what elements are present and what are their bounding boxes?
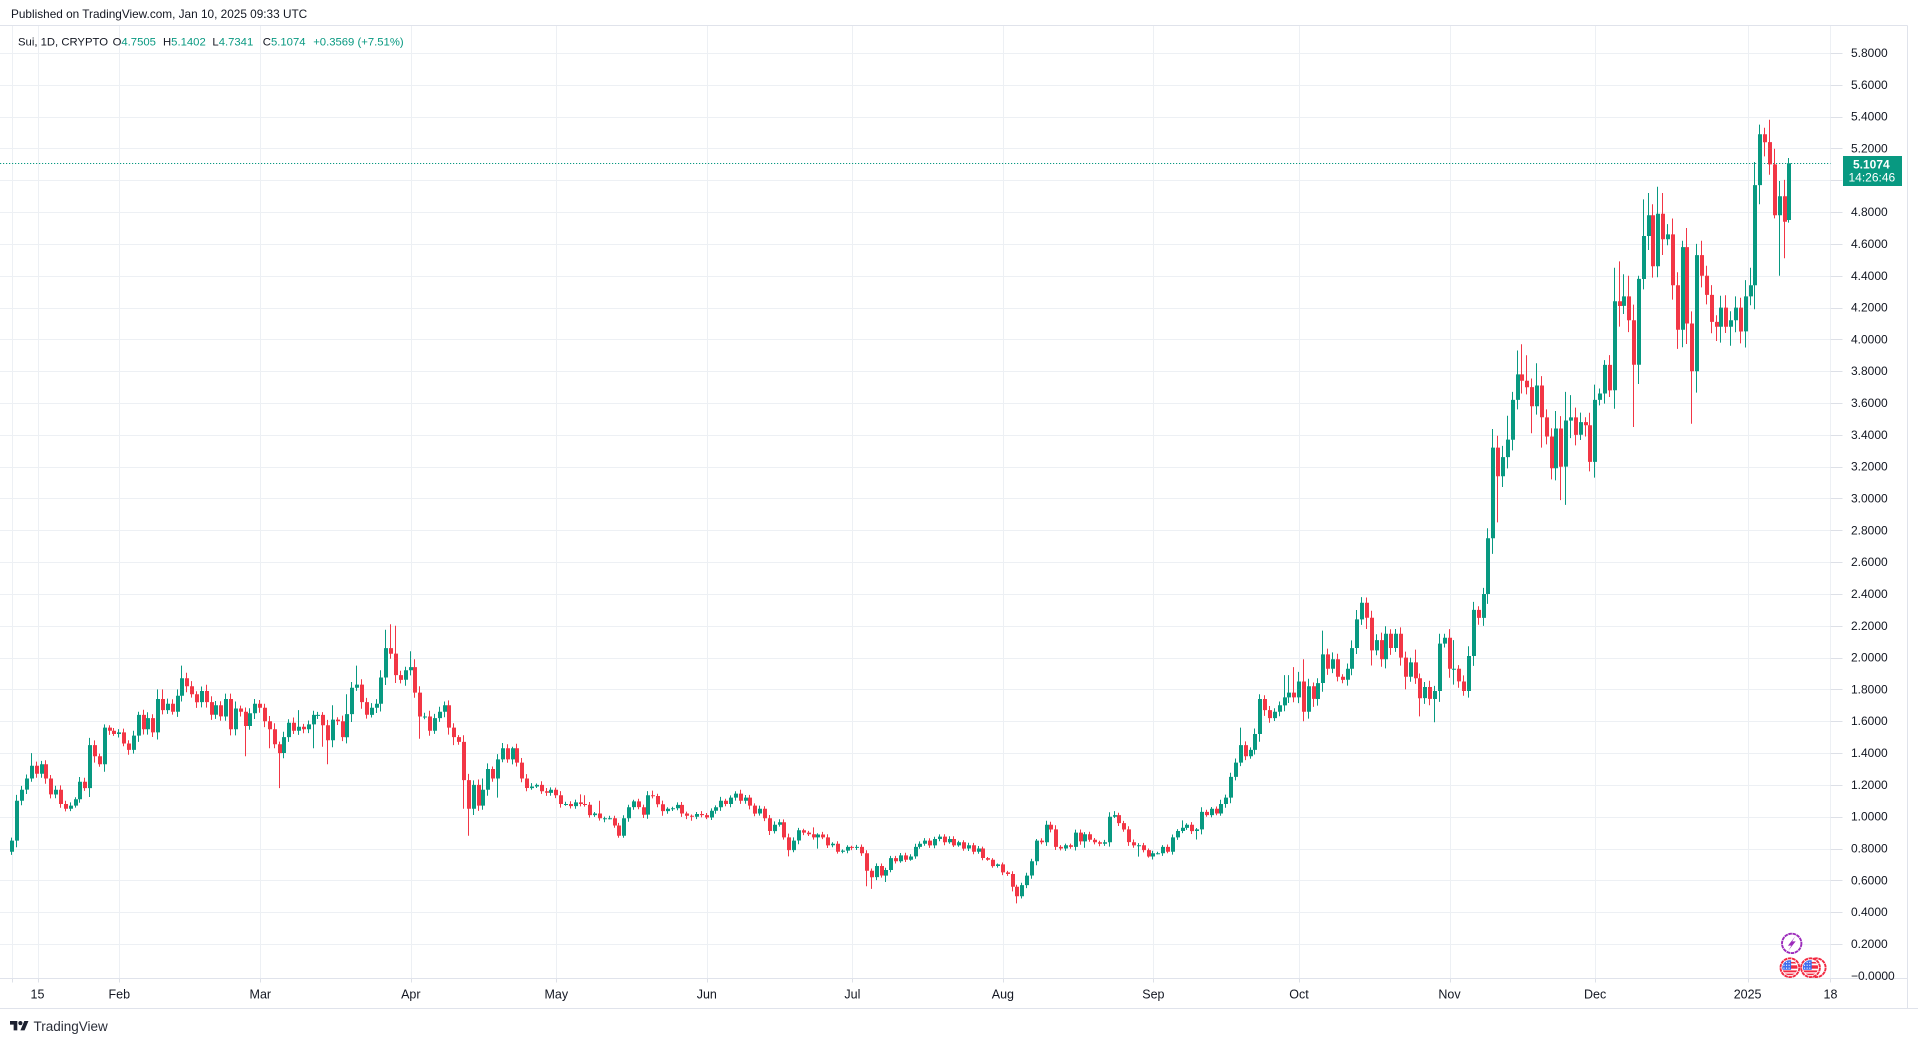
svg-text:1.8000: 1.8000: [1851, 682, 1888, 696]
svg-text:2.6000: 2.6000: [1851, 555, 1888, 569]
svg-text:Feb: Feb: [109, 988, 131, 1002]
svg-text:Apr: Apr: [401, 988, 420, 1002]
svg-text:Dec: Dec: [1584, 988, 1606, 1002]
svg-text:2.8000: 2.8000: [1851, 523, 1888, 537]
svg-text:May: May: [544, 988, 568, 1002]
svg-text:18: 18: [1824, 988, 1838, 1002]
svg-text:3.8000: 3.8000: [1851, 364, 1888, 378]
svg-text:1.4000: 1.4000: [1851, 746, 1888, 760]
svg-text:5.8000: 5.8000: [1851, 46, 1888, 60]
svg-text:15: 15: [31, 988, 45, 1002]
svg-text:2.2000: 2.2000: [1851, 619, 1888, 633]
svg-text:4.8000: 4.8000: [1851, 205, 1888, 219]
svg-text:1.6000: 1.6000: [1851, 714, 1888, 728]
svg-text:4.0000: 4.0000: [1851, 332, 1888, 346]
svg-text:5.2000: 5.2000: [1851, 142, 1888, 156]
svg-text:5.4000: 5.4000: [1851, 110, 1888, 124]
svg-text:Mar: Mar: [250, 988, 272, 1002]
svg-text:Jun: Jun: [697, 988, 717, 1002]
svg-text:2025: 2025: [1734, 988, 1762, 1002]
svg-text:3.4000: 3.4000: [1851, 428, 1888, 442]
svg-text:Aug: Aug: [992, 988, 1014, 1002]
svg-text:3.6000: 3.6000: [1851, 396, 1888, 410]
svg-text:Oct: Oct: [1289, 988, 1309, 1002]
svg-text:TradingView: TradingView: [34, 1019, 109, 1034]
svg-text:0.4000: 0.4000: [1851, 905, 1888, 919]
svg-text:5.6000: 5.6000: [1851, 78, 1888, 92]
svg-text:4.2000: 4.2000: [1851, 301, 1888, 315]
svg-text:3.2000: 3.2000: [1851, 460, 1888, 474]
svg-text:4.6000: 4.6000: [1851, 237, 1888, 251]
svg-text:Jul: Jul: [844, 988, 860, 1002]
svg-text:Nov: Nov: [1438, 988, 1461, 1002]
svg-text:Sep: Sep: [1142, 988, 1164, 1002]
svg-text:2.0000: 2.0000: [1851, 651, 1888, 665]
svg-text:5.1074: 5.1074: [1853, 158, 1890, 172]
svg-text:2.4000: 2.4000: [1851, 587, 1888, 601]
svg-text:1.2000: 1.2000: [1851, 778, 1888, 792]
svg-text:0.8000: 0.8000: [1851, 842, 1888, 856]
svg-text:−0.0000: −0.0000: [1851, 969, 1895, 983]
svg-text:14:26:46: 14:26:46: [1849, 171, 1896, 185]
svg-text:Published on TradingView.com,: Published on TradingView.com, Jan 10, 20…: [11, 7, 308, 21]
svg-text:4.4000: 4.4000: [1851, 269, 1888, 283]
svg-text:3.0000: 3.0000: [1851, 492, 1888, 506]
svg-text:0.6000: 0.6000: [1851, 873, 1888, 887]
svg-text:1.0000: 1.0000: [1851, 810, 1888, 824]
svg-text:0.2000: 0.2000: [1851, 937, 1888, 951]
